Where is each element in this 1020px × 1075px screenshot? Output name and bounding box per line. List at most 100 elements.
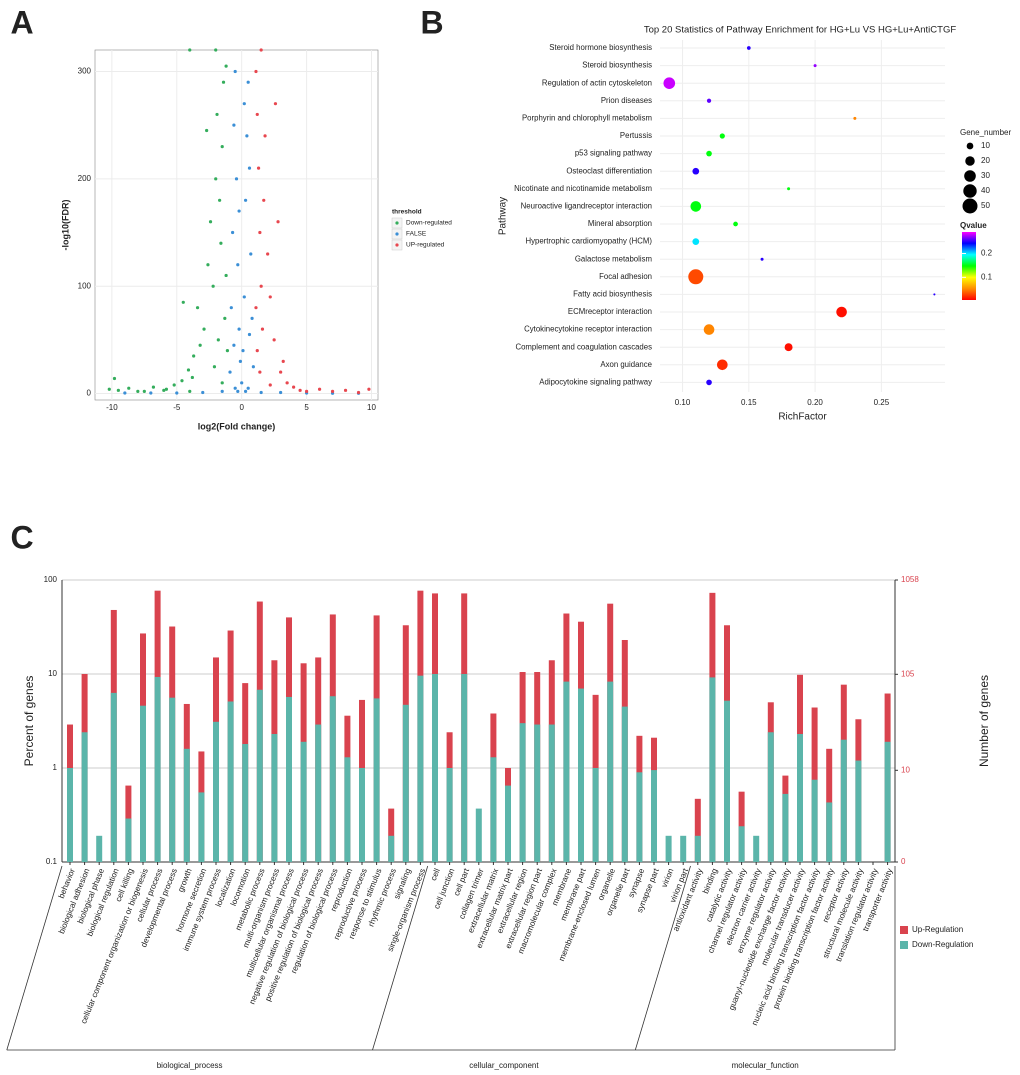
point	[127, 386, 131, 390]
bar	[125, 818, 132, 862]
x-tick-label: 0.15	[741, 398, 757, 407]
x-tick-label: 10	[367, 403, 376, 412]
point	[233, 69, 237, 74]
panel-label: B	[420, 4, 443, 40]
bar	[797, 733, 803, 862]
point	[214, 177, 218, 181]
bar	[96, 835, 103, 862]
point	[188, 389, 192, 394]
bar	[505, 785, 511, 862]
panel-label: A	[10, 4, 33, 40]
point	[298, 388, 302, 392]
point	[245, 134, 249, 138]
point	[250, 316, 254, 321]
point	[186, 368, 191, 372]
bar	[680, 835, 687, 862]
point	[266, 252, 270, 256]
bar	[578, 688, 584, 862]
point	[263, 134, 267, 138]
point	[181, 300, 185, 304]
bar	[534, 724, 541, 862]
x-tick-label: 0.25	[874, 398, 890, 407]
legend-label: Down-regulated	[406, 220, 452, 227]
group-divider	[372, 865, 429, 1051]
point	[234, 177, 239, 181]
y-tick-label: Steroid hormone biosynthesis	[549, 43, 652, 52]
point	[175, 391, 179, 395]
y-tick-label: Complement and coagulation cascades	[515, 342, 652, 351]
bar	[475, 808, 482, 862]
y-tick-label: Nicotinate and nicotinamide metabolism	[514, 184, 652, 193]
bar	[154, 676, 161, 862]
color-legend-title: Qvalue	[960, 221, 987, 230]
size-legend-symbol	[966, 142, 974, 150]
bar	[300, 741, 307, 862]
bar	[753, 835, 760, 862]
y2-axis-label: Number of genes	[977, 675, 991, 767]
x-tick-label: 0.10	[675, 398, 691, 407]
point	[162, 388, 166, 392]
bar	[694, 798, 701, 862]
point	[249, 252, 253, 256]
point	[259, 284, 263, 288]
y-tick-label: Prion diseases	[601, 96, 652, 105]
bar	[242, 744, 249, 862]
point	[190, 375, 194, 380]
bar	[446, 768, 453, 862]
point	[236, 263, 240, 267]
bar	[826, 802, 833, 862]
point	[273, 102, 278, 106]
point	[195, 306, 200, 310]
point	[279, 390, 283, 395]
y-tick-label: Mineral absorption	[588, 219, 652, 228]
point	[259, 48, 263, 52]
bar	[344, 757, 351, 862]
point	[201, 390, 205, 395]
legend-swatch	[900, 941, 908, 949]
bar	[256, 689, 263, 862]
point	[356, 390, 361, 395]
point	[211, 284, 215, 288]
bar	[519, 723, 526, 862]
bar	[461, 674, 468, 862]
legend-label: Down-Regulation	[912, 940, 973, 949]
bar	[183, 748, 190, 862]
plot-area	[660, 40, 945, 392]
dot	[692, 167, 700, 175]
point	[219, 241, 223, 245]
point	[259, 390, 263, 395]
point	[247, 166, 252, 170]
bar	[548, 724, 555, 862]
point	[367, 387, 371, 391]
bar	[169, 697, 176, 862]
group-label: cellular_component	[469, 1061, 539, 1070]
dot	[703, 324, 715, 335]
bar	[767, 732, 774, 862]
y2-tick-label: 10	[901, 765, 910, 774]
point	[246, 386, 250, 390]
bar	[110, 692, 117, 862]
x-tick-label: virion	[660, 867, 676, 889]
size-legend-symbol	[962, 198, 978, 214]
point	[180, 379, 184, 383]
bar	[855, 760, 862, 862]
point	[255, 112, 259, 117]
point	[223, 316, 227, 321]
dot	[933, 293, 936, 296]
bar	[884, 741, 891, 862]
x-tick-label: -5	[173, 403, 181, 412]
bar	[651, 770, 657, 862]
y-tick-label: 0	[87, 389, 92, 398]
y-tick-label: 10	[48, 669, 57, 678]
bar	[490, 757, 497, 862]
bar	[140, 705, 146, 862]
point	[218, 198, 222, 202]
legend-label: FALSE	[406, 231, 427, 238]
point	[232, 343, 236, 347]
point	[281, 359, 285, 363]
group-label: molecular_function	[732, 1061, 799, 1070]
x-tick-label: 5	[304, 403, 309, 412]
chart-title: Top 20 Statistics of Pathway Enrichment …	[644, 25, 957, 36]
bar	[738, 826, 745, 862]
legend-label: Up-Regulation	[912, 925, 963, 934]
